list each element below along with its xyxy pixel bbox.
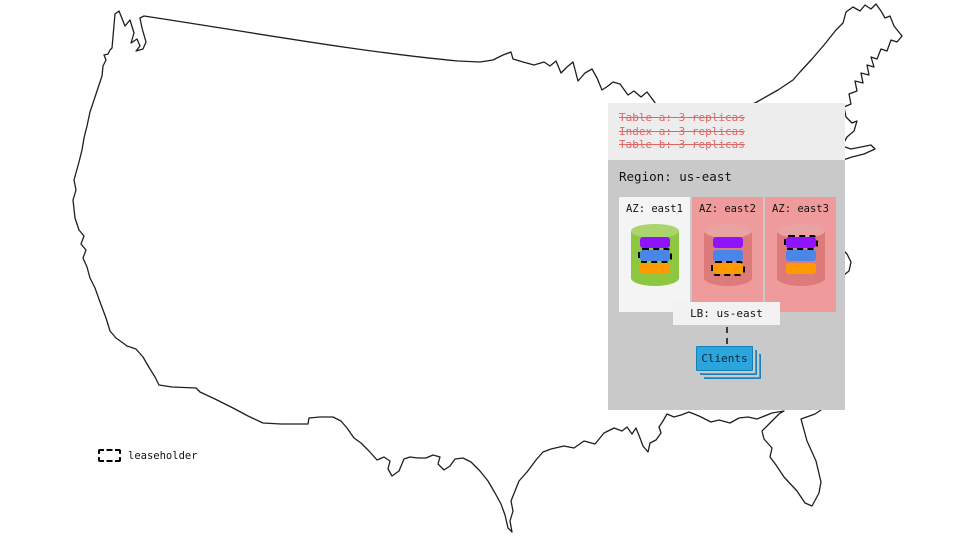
replica-bar [712, 250, 743, 261]
replica-bar [712, 237, 743, 248]
replica-bar [785, 250, 816, 261]
region-title: Region: us-east [619, 169, 732, 184]
replica-bars [710, 237, 745, 276]
replica-bar [710, 261, 745, 276]
clients-stack: Clients [696, 346, 761, 379]
database-cylinder [630, 224, 679, 286]
database-cylinder [703, 224, 752, 286]
note-index-a: Index a: 3 replicas [619, 124, 745, 138]
az-box-east3: AZ: east3 [765, 197, 836, 312]
az-label: AZ: east3 [772, 203, 829, 215]
replica-bar [639, 263, 670, 274]
az-label: AZ: east2 [699, 203, 756, 215]
cylinder-top [703, 224, 752, 238]
az-row: AZ: east1 AZ: east2 [619, 197, 836, 312]
replica-notes-panel: Table a: 3 replicas Index a: 3 replicas … [608, 103, 845, 160]
clients-box: Clients [696, 346, 753, 371]
cylinder-top [776, 224, 825, 238]
cylinder-top [630, 224, 679, 238]
database-cylinder [776, 224, 825, 286]
az-box-east2: AZ: east2 [692, 197, 763, 312]
leaseholder-legend: leaseholder [98, 449, 198, 462]
replica-bars [783, 235, 818, 274]
load-balancer-box: LB: us-east [673, 302, 780, 325]
region-panel: Region: us-east AZ: east1 AZ: east2 [608, 160, 845, 410]
replica-bar [639, 237, 670, 248]
note-table-b: Table b: 3 replicas [619, 138, 745, 151]
leaseholder-swatch [98, 449, 121, 462]
replica-bar [785, 263, 816, 274]
replica-bar [637, 248, 672, 263]
az-label: AZ: east1 [626, 203, 683, 215]
replica-bars [637, 237, 672, 274]
az-box-east1: AZ: east1 [619, 197, 690, 312]
leaseholder-label: leaseholder [128, 449, 198, 462]
replica-bar [783, 235, 818, 250]
lb-clients-connector [726, 327, 728, 344]
note-table-a: Table a: 3 replicas [619, 111, 745, 124]
